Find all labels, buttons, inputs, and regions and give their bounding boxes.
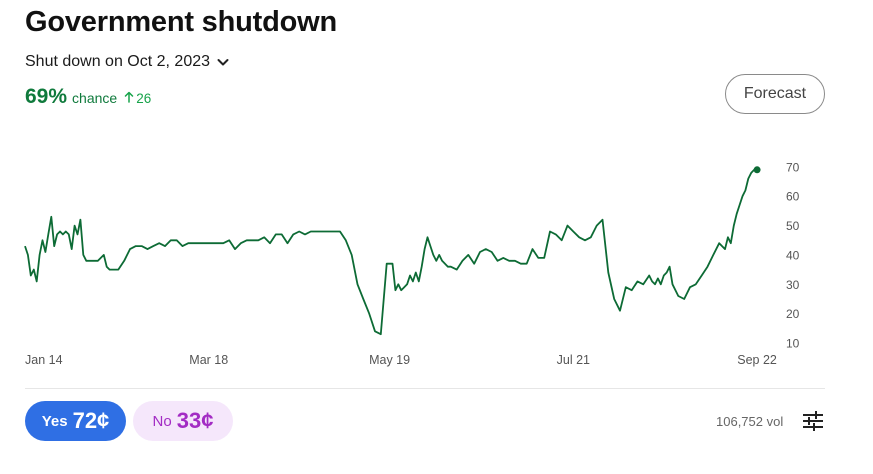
y-tick-label: 20 [786, 307, 800, 321]
chevron-down-icon [217, 59, 229, 66]
no-price: 33¢ [176, 408, 214, 433]
yes-button[interactable]: Yes 72¢ [25, 401, 126, 441]
arrow-up-icon [124, 91, 134, 103]
y-tick-label: 40 [786, 248, 800, 262]
price-chart: 10 20 30 40 50 60 70 Jan 14 Mar 18 May 19 Jul 21 Se… [24, 160, 800, 367]
outcome-selector[interactable]: Shut down on Oct 2, 2023 [25, 53, 230, 71]
chance-change-value: 26 [136, 91, 152, 106]
yes-label: Yes [41, 412, 68, 430]
x-tick-label: May 19 [369, 353, 410, 367]
x-tick-label: Jul 21 [557, 353, 590, 367]
divider [25, 388, 825, 389]
x-tick-label: Jan 14 [25, 353, 63, 367]
volume-label: 106,752 vol [716, 414, 784, 429]
no-button[interactable]: No 33¢ [133, 401, 233, 441]
no-label: No [152, 412, 172, 430]
yes-price: 72¢ [72, 408, 110, 433]
y-tick-label: 50 [786, 219, 800, 233]
chance-label: chance [72, 90, 118, 106]
series-line [24, 168, 758, 336]
y-tick-label: 60 [786, 190, 800, 204]
last-point-marker [753, 166, 761, 174]
y-tick-label: 10 [786, 337, 800, 351]
outcome-label: Shut down on Oct 2, 2023 [25, 53, 211, 70]
x-tick-label: Mar 18 [189, 353, 228, 367]
chance-change: 26 [124, 91, 151, 106]
market-title: Government shutdown [25, 6, 337, 38]
y-tick-label: 30 [786, 278, 800, 292]
chance-summary: 69% chance 26 [25, 85, 151, 109]
chance-percent: 69% [25, 85, 68, 108]
x-tick-label: Sep 22 [737, 353, 777, 367]
sliders-icon[interactable] [802, 410, 824, 432]
forecast-button[interactable]: Forecast [725, 74, 825, 114]
y-tick-label: 70 [786, 160, 800, 174]
